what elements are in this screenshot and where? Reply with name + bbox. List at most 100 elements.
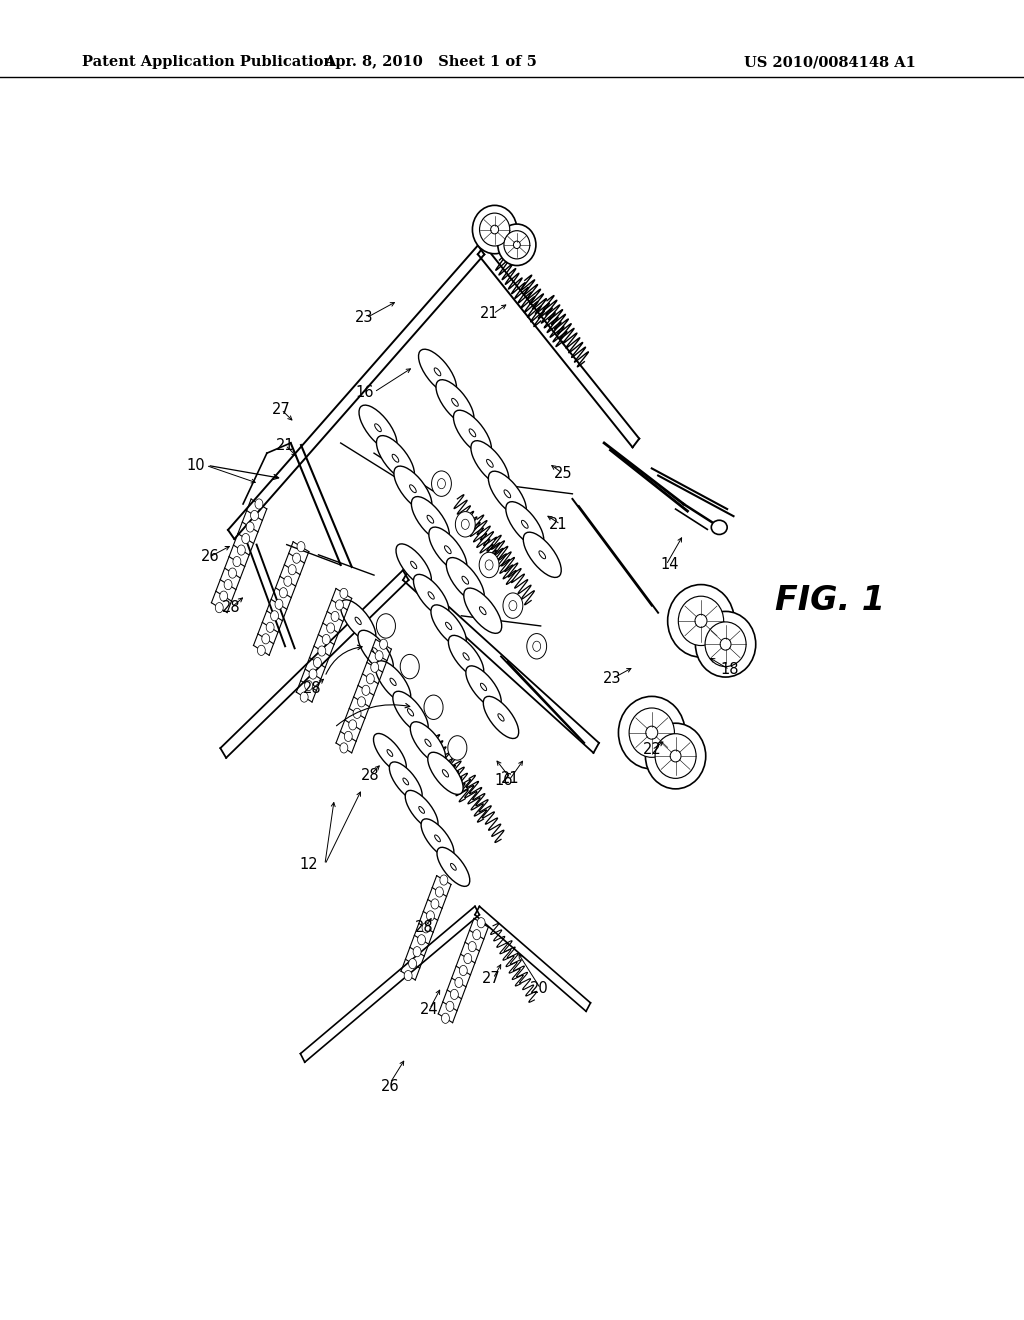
- Text: 14: 14: [660, 557, 679, 573]
- Circle shape: [220, 591, 227, 601]
- Ellipse shape: [498, 714, 504, 721]
- Circle shape: [313, 657, 322, 668]
- Text: 27: 27: [271, 403, 291, 417]
- Text: 24: 24: [420, 1002, 439, 1016]
- Circle shape: [232, 557, 241, 566]
- Ellipse shape: [406, 791, 438, 829]
- Ellipse shape: [429, 527, 467, 573]
- Text: 10: 10: [186, 458, 205, 473]
- Text: 22: 22: [642, 742, 662, 758]
- Circle shape: [270, 611, 279, 620]
- Ellipse shape: [706, 622, 746, 667]
- Circle shape: [380, 639, 387, 649]
- Circle shape: [371, 663, 379, 672]
- Ellipse shape: [678, 597, 724, 645]
- Ellipse shape: [402, 777, 409, 785]
- Circle shape: [361, 685, 370, 696]
- Circle shape: [344, 731, 352, 742]
- Ellipse shape: [445, 622, 452, 630]
- Circle shape: [309, 669, 317, 678]
- Ellipse shape: [472, 206, 517, 253]
- Circle shape: [266, 622, 274, 632]
- Circle shape: [445, 1002, 454, 1011]
- Ellipse shape: [466, 665, 501, 708]
- Circle shape: [460, 965, 467, 975]
- Text: 16: 16: [495, 774, 513, 788]
- Ellipse shape: [451, 863, 457, 870]
- Circle shape: [431, 899, 439, 909]
- Circle shape: [349, 719, 356, 730]
- Text: 27: 27: [482, 972, 501, 986]
- Circle shape: [255, 499, 263, 510]
- Ellipse shape: [427, 515, 434, 523]
- Ellipse shape: [521, 520, 528, 528]
- Circle shape: [246, 521, 254, 532]
- Ellipse shape: [464, 587, 502, 634]
- Ellipse shape: [428, 591, 434, 599]
- Ellipse shape: [393, 692, 428, 734]
- Circle shape: [418, 935, 426, 945]
- Ellipse shape: [469, 429, 476, 437]
- Circle shape: [441, 1014, 450, 1023]
- Ellipse shape: [712, 520, 727, 535]
- Ellipse shape: [485, 560, 494, 570]
- Text: 26: 26: [201, 549, 219, 565]
- Ellipse shape: [355, 618, 361, 624]
- Ellipse shape: [526, 634, 547, 659]
- Ellipse shape: [410, 484, 416, 492]
- Text: 20: 20: [529, 981, 549, 997]
- Ellipse shape: [434, 368, 440, 376]
- Ellipse shape: [444, 545, 452, 553]
- Ellipse shape: [532, 642, 541, 651]
- Ellipse shape: [670, 750, 681, 762]
- Ellipse shape: [428, 752, 463, 795]
- Ellipse shape: [456, 512, 475, 537]
- Ellipse shape: [394, 466, 432, 511]
- Circle shape: [477, 917, 485, 928]
- Circle shape: [251, 511, 258, 520]
- Ellipse shape: [431, 471, 452, 496]
- Circle shape: [357, 697, 366, 708]
- Text: US 2010/0084148 A1: US 2010/0084148 A1: [743, 55, 915, 70]
- Ellipse shape: [340, 599, 376, 642]
- Ellipse shape: [462, 577, 469, 585]
- Circle shape: [451, 989, 459, 999]
- Circle shape: [275, 599, 283, 610]
- Circle shape: [464, 953, 472, 964]
- Circle shape: [242, 533, 250, 544]
- Text: Apr. 8, 2010   Sheet 1 of 5: Apr. 8, 2010 Sheet 1 of 5: [324, 55, 537, 70]
- Circle shape: [288, 565, 296, 574]
- Ellipse shape: [618, 697, 685, 770]
- Ellipse shape: [437, 479, 445, 488]
- Ellipse shape: [539, 550, 546, 558]
- Text: 28: 28: [360, 768, 379, 783]
- Circle shape: [468, 941, 476, 952]
- Circle shape: [413, 946, 421, 957]
- Text: Patent Application Publication: Patent Application Publication: [82, 55, 334, 70]
- Circle shape: [455, 977, 463, 987]
- Ellipse shape: [447, 735, 467, 760]
- Ellipse shape: [720, 639, 731, 651]
- Circle shape: [262, 634, 269, 644]
- Circle shape: [336, 599, 343, 610]
- Ellipse shape: [436, 380, 474, 425]
- Ellipse shape: [463, 653, 469, 660]
- Ellipse shape: [425, 739, 431, 747]
- Ellipse shape: [646, 726, 657, 739]
- Ellipse shape: [504, 231, 529, 259]
- Text: 16: 16: [355, 384, 374, 400]
- Ellipse shape: [490, 226, 499, 234]
- Circle shape: [304, 681, 312, 690]
- Ellipse shape: [400, 655, 419, 678]
- Ellipse shape: [377, 436, 415, 480]
- Ellipse shape: [377, 614, 395, 638]
- Ellipse shape: [471, 441, 509, 486]
- Ellipse shape: [503, 593, 523, 618]
- Circle shape: [257, 645, 265, 656]
- Circle shape: [293, 553, 301, 564]
- Ellipse shape: [695, 611, 756, 677]
- Text: 18: 18: [720, 663, 738, 677]
- Ellipse shape: [412, 496, 450, 543]
- Text: 23: 23: [355, 310, 374, 326]
- Ellipse shape: [373, 648, 379, 655]
